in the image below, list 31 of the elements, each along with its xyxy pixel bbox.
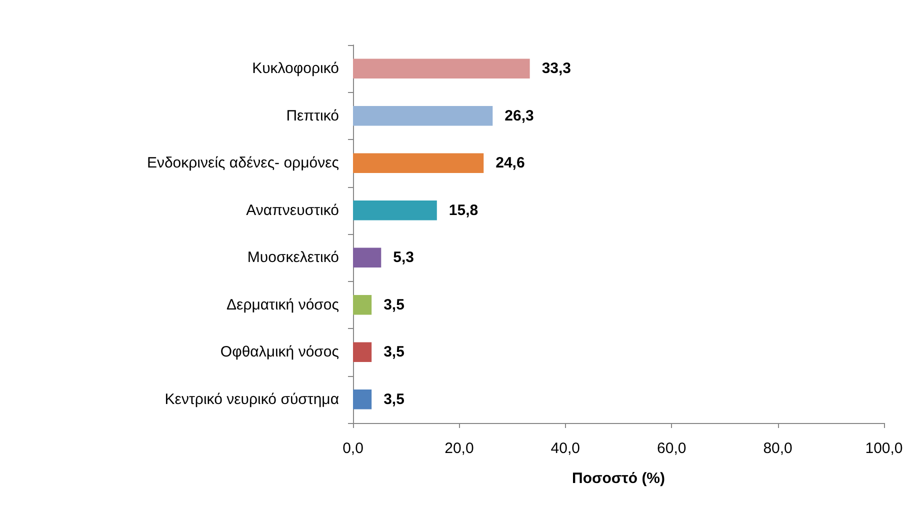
y-tick-label: Πεπτικό	[286, 107, 339, 124]
y-tick-label: Ενδοκρινείς αδένες- ορμόνες	[146, 154, 339, 172]
x-tick-label: 20,0	[444, 440, 474, 457]
bar	[353, 389, 372, 410]
x-tick-label: 40,0	[550, 440, 580, 457]
bar	[353, 106, 493, 126]
y-tick-label: Μυοσκελετικό	[247, 249, 339, 266]
y-tick-label: Κυκλοφορικό	[252, 60, 339, 78]
y-tick-label: Αναπνευστικό	[246, 202, 339, 219]
data-label: 3,5	[384, 296, 404, 314]
x-axis-title: Ποσοστό (%)	[572, 470, 666, 487]
y-tick-label: Οφθαλμική νόσος	[220, 344, 339, 361]
data-label: 24,6	[496, 154, 525, 172]
bar	[353, 342, 372, 362]
data-label: 33,3	[542, 60, 572, 78]
y-tick-label: Κεντρικό νευρικό σύστημα	[164, 390, 340, 408]
bar	[353, 58, 530, 79]
bar	[353, 153, 484, 174]
data-label: 5,3	[393, 249, 414, 266]
x-tick-label: 100,0	[865, 440, 903, 457]
data-label: 3,5	[384, 390, 404, 408]
data-label: 15,8	[448, 202, 478, 219]
bar	[353, 248, 382, 268]
data-label: 3,5	[384, 344, 404, 361]
bar	[353, 294, 372, 315]
y-tick-label: Δερματική νόσος	[226, 296, 339, 314]
x-tick-label: 0,0	[342, 440, 364, 457]
data-label: 26,3	[504, 107, 534, 124]
x-tick-label: 60,0	[657, 440, 686, 457]
x-tick-label: 80,0	[763, 440, 792, 457]
bar	[353, 200, 437, 220]
